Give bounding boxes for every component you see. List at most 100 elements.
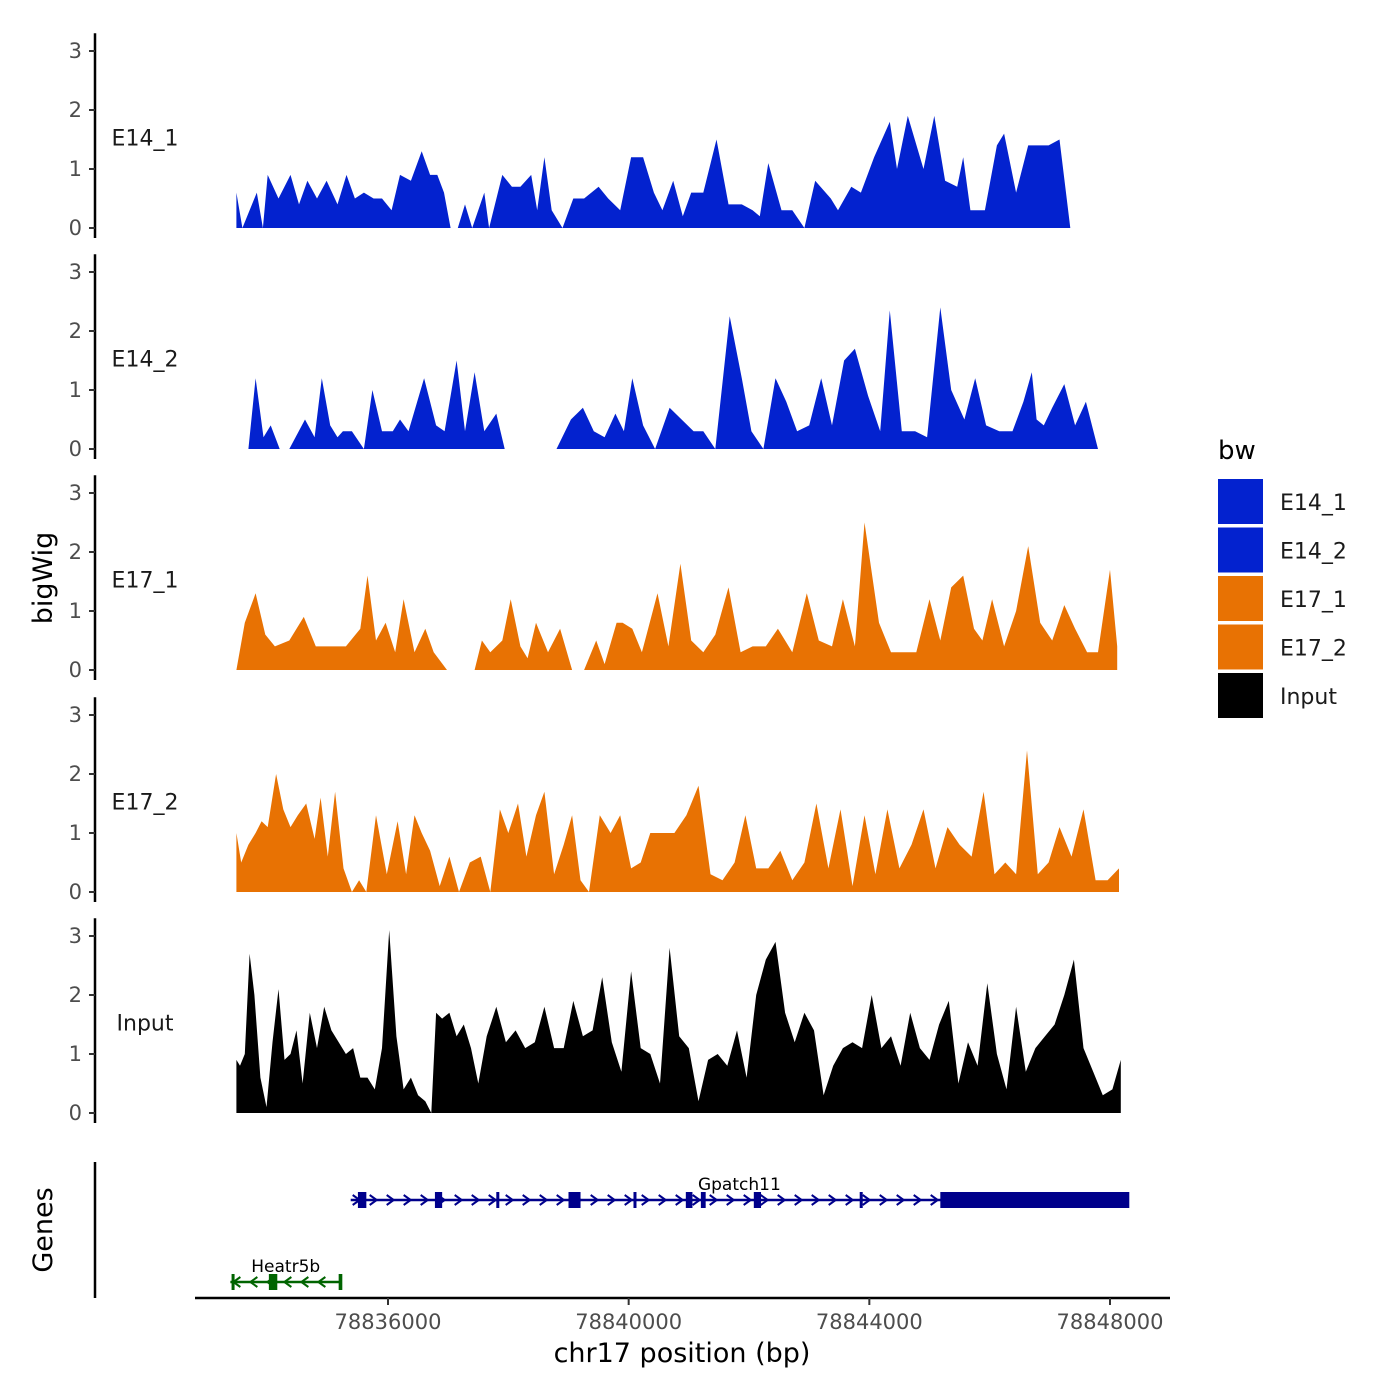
x-axis: 78836000 78840000 78844000 78848000 [195,1296,1170,1334]
y-tick-label: 3 [69,481,82,505]
x-tick-label: 78848000 [1057,1310,1164,1334]
strand-arrow [539,1194,549,1206]
strand-arrow [743,1194,753,1206]
strand-arrow [556,1194,566,1206]
track-label: E17_2 [112,791,179,816]
strand-arrow [862,1194,872,1206]
x-tick-label: 78840000 [575,1310,682,1334]
strand-arrow [488,1194,498,1206]
y-tick-label: 2 [69,319,82,343]
strand-arrow [777,1194,787,1206]
strand-arrow [930,1194,940,1206]
gene-models: Gpatch11 Heatr5b [230,1175,1130,1290]
strand-arrow [913,1194,923,1206]
exon-block [496,1192,500,1208]
strand-arrow [505,1194,515,1206]
legend-item: Input [1218,673,1337,718]
legend-swatch [1218,527,1263,573]
gene-Gpatch11: Gpatch11 [350,1175,1130,1208]
y-tick-label: 1 [69,599,82,623]
strand-arrow [658,1194,668,1206]
strand-arrow [845,1194,855,1206]
y-tick-label: 3 [69,703,82,727]
coverage-area-E17_2 [236,750,1119,892]
strand-arrow [760,1194,770,1206]
exon-block [357,1192,367,1208]
coverage-tracks: 0 1 2 3 E14_1 0 1 2 3 E14_2 0 1 2 3 E17_1 0 1 2 3 E17_2 0 1 2 3… [69,33,1125,1125]
legend-item: E14_1 [1218,479,1347,524]
track-E14_1: 0 1 2 3 E14_1 [69,33,1118,240]
y-axis-title: bigWig [28,532,59,625]
y-tick-label: 1 [69,157,82,181]
gene-Heatr5b: Heatr5b [230,1257,343,1290]
legend-swatch [1218,673,1263,718]
legend-item: E17_1 [1218,576,1347,621]
strand-arrow [369,1194,379,1206]
strand-arrow [316,1276,326,1288]
x-tick-label: 78844000 [816,1310,923,1334]
legend-label: E17_2 [1280,637,1347,662]
strand-arrow [641,1194,651,1206]
strand-arrow [675,1194,685,1206]
genes-panel: Genes Gpatch11 Heatr5b [28,1162,1130,1298]
y-tick-label: 0 [69,216,82,240]
strand-arrow [248,1276,258,1288]
y-tick-label: 0 [69,1101,82,1125]
legend-label: E14_1 [1280,491,1347,516]
y-tick-label: 1 [69,378,82,402]
strand-arrow [811,1194,821,1206]
coverage-area-E14_1 [236,115,1118,228]
y-tick-label: 0 [69,437,82,461]
legend-title: bw [1218,436,1256,466]
strand-arrow [879,1194,889,1206]
strand-arrow [794,1194,804,1206]
strand-arrow [403,1194,413,1206]
x-axis-title: chr17 position (bp) [554,1338,811,1369]
y-tick-label: 3 [69,260,82,284]
exon-block [753,1192,762,1208]
exon-block [859,1192,863,1208]
strand-arrow [386,1194,396,1206]
exon-block [700,1192,706,1208]
track-label: E14_2 [112,348,179,373]
exon-block [685,1192,693,1208]
y-tick-label: 1 [69,821,82,845]
strand-arrow [282,1276,292,1288]
strand-arrow [454,1194,464,1206]
strand-arrow [896,1194,906,1206]
legend-label: E17_1 [1280,588,1347,613]
track-E17_2: 0 1 2 3 E17_2 [69,697,1119,904]
track-E17_1: 0 1 2 3 E17_1 [69,475,1118,682]
y-tick-label: 2 [69,983,82,1007]
y-tick-label: 3 [69,924,82,948]
track-E14_2: 0 1 2 3 E14_2 [69,254,1125,461]
exon-block [268,1274,278,1290]
strand-arrow [471,1194,481,1206]
track-Input: 0 1 2 3 Input [69,918,1121,1125]
strand-arrow [726,1194,736,1206]
y-tick-label: 2 [69,540,82,564]
y-tick-label: 3 [69,39,82,63]
exon-block [434,1192,443,1208]
track-label: Input [117,1012,174,1037]
y-tick-label: 2 [69,762,82,786]
gene-label: Gpatch11 [698,1175,781,1195]
legend-label: Input [1280,685,1337,710]
strand-arrow [299,1276,309,1288]
y-tick-label: 2 [69,98,82,122]
legend-swatch [1218,576,1263,621]
strand-arrow [607,1194,617,1206]
exon-block [231,1274,235,1290]
exon-block [633,1192,637,1208]
genes-panel-title: Genes [28,1187,59,1272]
legend-item: E14_2 [1218,527,1347,573]
coverage-area-Input [236,930,1121,1113]
strand-arrow [624,1194,634,1206]
coverage-area-E17_1 [236,522,1118,670]
x-tick-label: 78836000 [335,1310,442,1334]
track-label: E14_1 [112,127,179,152]
strand-arrow [420,1194,430,1206]
legend: bw E14_1 E14_2 E17_1 E17_2 Input [1218,436,1347,718]
legend-label: E14_2 [1280,540,1347,565]
